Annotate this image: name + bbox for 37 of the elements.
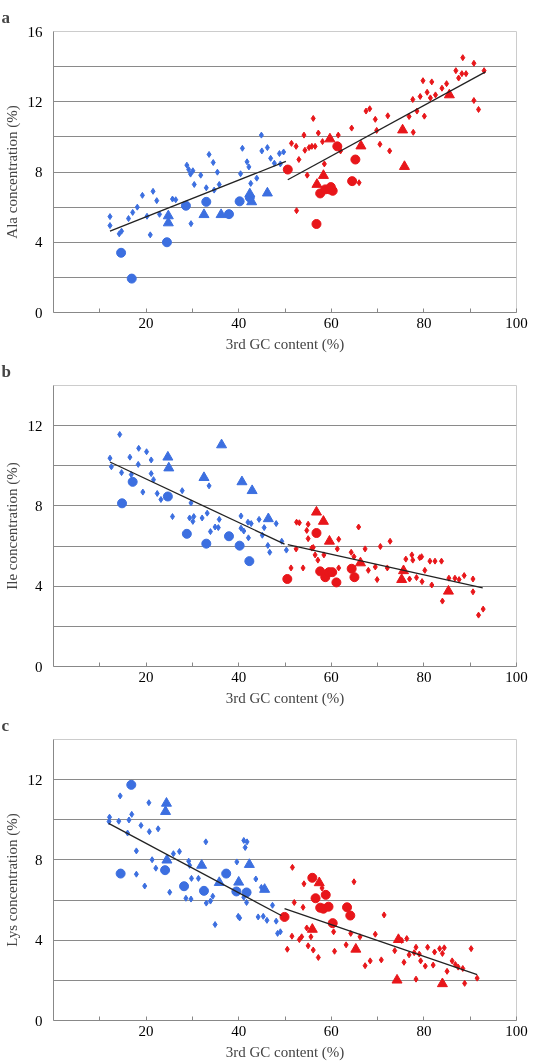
x-tick-label: 20	[138, 314, 154, 331]
x-tick-label: 100	[505, 1022, 528, 1039]
x-tick-label: 40	[231, 314, 247, 331]
x-tick-label: 100	[505, 668, 528, 685]
x-axis-title: 3rd GC content (%)	[225, 1043, 345, 1061]
y-axis-title: Ala concentration (%)	[3, 105, 21, 239]
y-tick-label: 8	[35, 497, 43, 514]
chart-title: a	[1, 7, 11, 27]
x-axis-title: 3rd GC content (%)	[225, 689, 345, 707]
y-tick-label: 0	[35, 304, 43, 321]
x-tick-label: 20	[138, 1022, 154, 1039]
y-tick-label: 8	[35, 851, 43, 868]
y-tick-label: 12	[27, 771, 43, 788]
y-axis-title: Lys concentration (%)	[3, 813, 21, 947]
x-tick-label: 100	[505, 314, 528, 331]
y-tick-label: 4	[35, 932, 43, 949]
y-tick-label: 8	[35, 164, 43, 180]
chart-title: b	[1, 361, 11, 381]
y-axis-title: Ile concentration (%)	[3, 462, 21, 590]
x-tick-label: 20	[138, 668, 154, 685]
x-tick-label: 80	[416, 1022, 432, 1039]
y-tick-label: 12	[27, 93, 43, 110]
y-tick-label: 16	[27, 23, 43, 40]
x-tick-label: 60	[323, 668, 339, 685]
x-tick-label: 80	[416, 668, 432, 685]
x-tick-label: 80	[416, 314, 432, 331]
x-axis-title: 3rd GC content (%)	[225, 335, 345, 353]
x-tick-label: 60	[323, 1022, 339, 1039]
x-tick-label: 60	[323, 314, 339, 331]
y-tick-label: 0	[35, 658, 43, 675]
y-tick-label: 12	[27, 417, 43, 434]
x-tick-label: 40	[231, 668, 247, 685]
y-tick-label: 4	[35, 234, 43, 251]
y-tick-label: 0	[35, 1012, 43, 1029]
y-tick-label: 4	[35, 578, 43, 595]
x-tick-label: 40	[231, 1022, 247, 1039]
chart-title: c	[1, 715, 10, 735]
